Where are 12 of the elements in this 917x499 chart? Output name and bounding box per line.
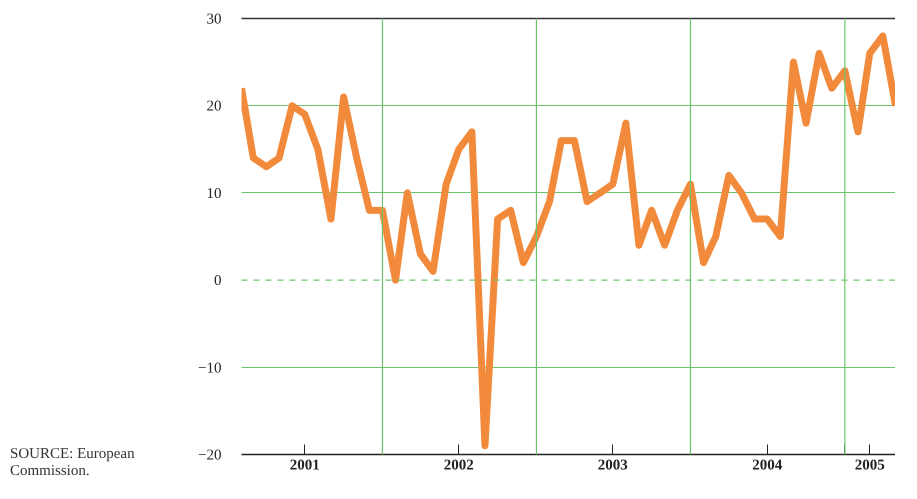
y-tick-label: 30 — [206, 12, 222, 28]
y-tick-label: −20 — [198, 448, 222, 464]
y-tick-label: 10 — [206, 186, 222, 202]
y-tick-label: 20 — [206, 98, 222, 115]
x-tick-label: 2004 — [752, 458, 783, 474]
x-tick-label: 2005 — [854, 458, 885, 474]
x-tick-label: 2003 — [598, 458, 628, 474]
x-tick-label: 2002 — [444, 458, 474, 474]
y-tick-label: 0 — [214, 273, 222, 290]
y-tick-label: −10 — [198, 360, 222, 376]
source-note: SOURCE: European Commission. — [10, 446, 136, 479]
x-tick-label: 2001 — [290, 458, 320, 474]
